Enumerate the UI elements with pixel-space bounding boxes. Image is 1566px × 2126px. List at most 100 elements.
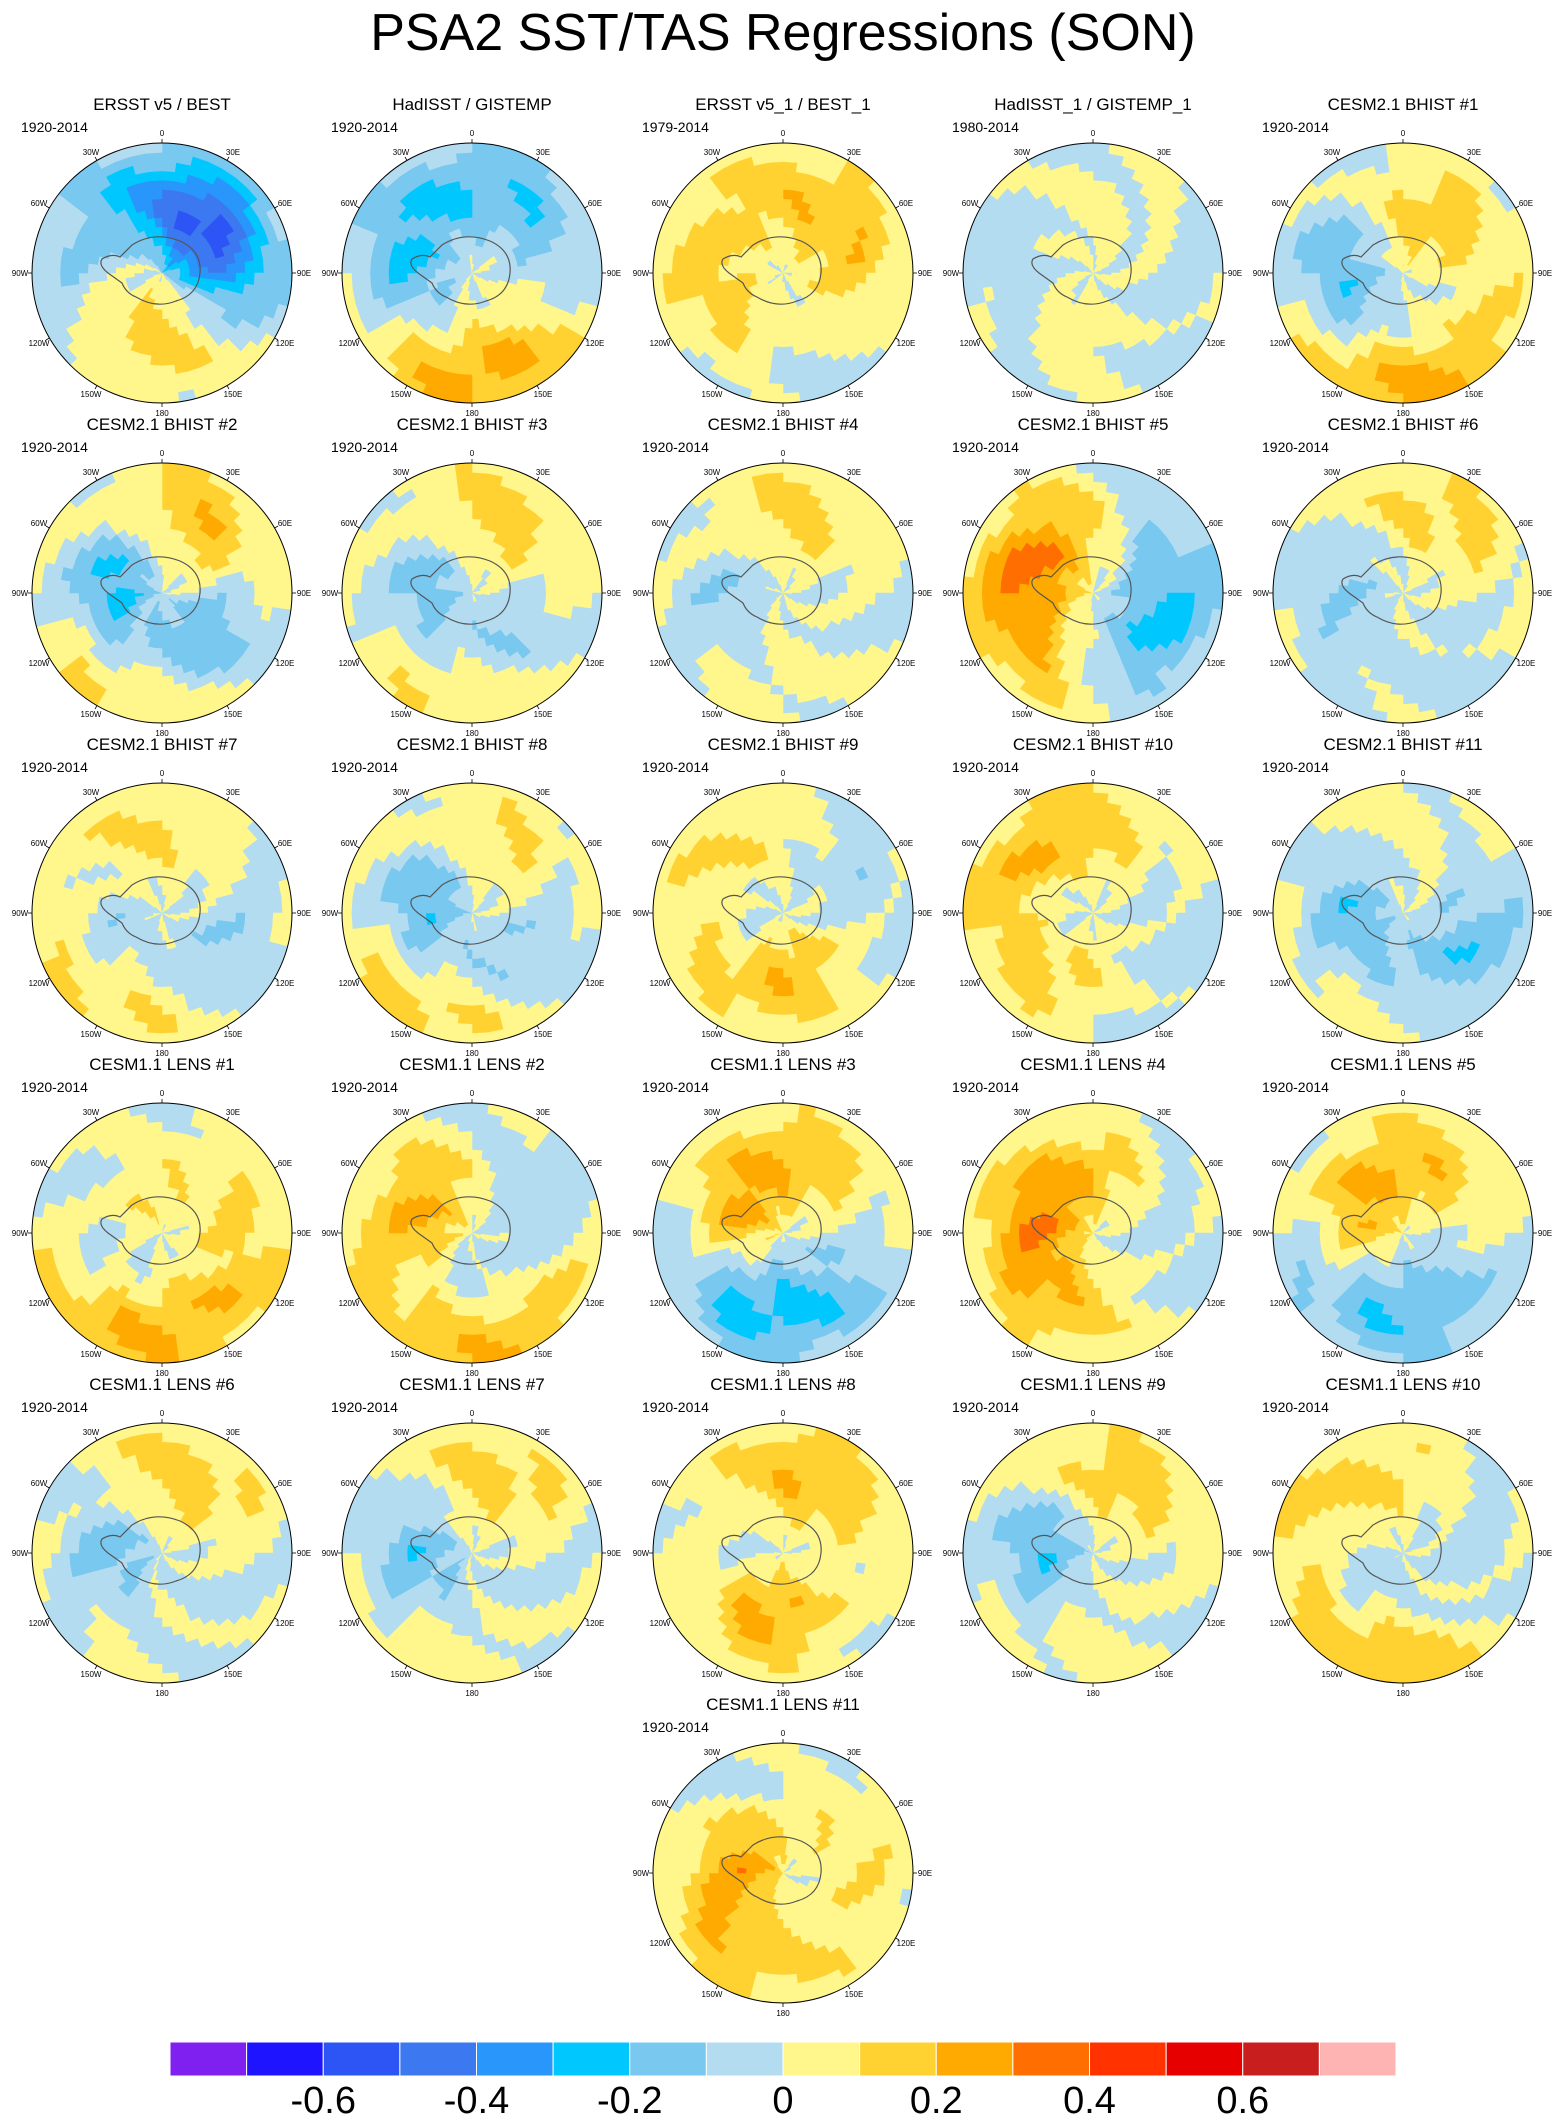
longitude-label: 60W (652, 1479, 669, 1488)
longitude-label: 150E (534, 1350, 553, 1359)
longitude-label: 120W (339, 1299, 360, 1308)
antarctica-outline (100, 236, 201, 305)
longitude-label: 120E (276, 339, 295, 348)
regression-field (963, 143, 1223, 403)
polar-map: 0 30E 60E 90E 120E 150E 180 150W 120W 90W 60W 30W (943, 1409, 1242, 1698)
longitude-label: 0 (781, 769, 786, 778)
longitude-label: 120E (1207, 1619, 1226, 1628)
longitude-label: 180 (465, 729, 479, 738)
longitude-label: 150W (391, 1030, 412, 1039)
longitude-label: 90E (1228, 269, 1242, 278)
panel-title: CESM2.1 BHIST #1 (1327, 95, 1479, 114)
longitude-label: 60E (1519, 1479, 1533, 1488)
longitude-label: 150W (81, 390, 102, 399)
longitude-label: 0 (1401, 769, 1406, 778)
longitude-label: 60W (31, 839, 48, 848)
panel-period: 1920-2014 (331, 759, 398, 775)
longitude-label: 90W (633, 1229, 650, 1238)
longitude-label: 30W (1324, 148, 1341, 157)
polar-map: 0 30E 60E 90E 120E 150E 180 150W 120W 90W 60W 30W (943, 1089, 1242, 1378)
regression-field (32, 143, 292, 403)
longitude-label: 150E (1465, 1350, 1484, 1359)
longitude-label: 120W (339, 339, 360, 348)
longitude-label: 90W (633, 269, 650, 278)
polar-map: 0 30E 60E 90E 120E 150E 180 150W 120W 90W 60W 30W (633, 449, 932, 738)
map-panel: ERSST v5 / BEST 1920-2014 0 30E 60E 90E 120E 15… (12, 95, 311, 420)
longitude-label: 120W (650, 1299, 671, 1308)
colorbar-tick-label: -0.2 (597, 2080, 663, 2122)
longitude-label: 90W (12, 909, 29, 918)
longitude-label: 120W (650, 1939, 671, 1948)
longitude-label: 30E (226, 148, 240, 157)
longitude-label: 120E (586, 339, 605, 348)
longitude-label: 60W (962, 1159, 979, 1168)
longitude-label: 90W (12, 1229, 29, 1238)
longitude-label: 0 (1401, 1089, 1406, 1098)
longitude-label: 90W (322, 269, 339, 278)
colorbar-swatch (1242, 2041, 1320, 2077)
longitude-label: 60W (341, 1159, 358, 1168)
longitude-label: 180 (465, 1689, 479, 1698)
longitude-label: 30W (83, 1108, 100, 1117)
longitude-label: 30W (1324, 788, 1341, 797)
longitude-label: 120E (897, 979, 916, 988)
panel-title: CESM1.1 LENS #3 (710, 1055, 856, 1074)
longitude-label: 120E (586, 1619, 605, 1628)
colorbar-swatch (322, 2041, 401, 2077)
longitude-label: 120W (339, 1619, 360, 1628)
longitude-label: 90W (1253, 1549, 1270, 1558)
antarctica-outline (410, 1516, 511, 1585)
longitude-label: 0 (781, 1089, 786, 1098)
longitude-label: 30E (847, 1428, 861, 1437)
longitude-label: 150E (845, 1990, 864, 1999)
longitude-label: 120W (1270, 1299, 1291, 1308)
longitude-label: 150E (534, 390, 553, 399)
longitude-label: 30E (1467, 148, 1481, 157)
longitude-label: 60E (588, 519, 602, 528)
longitude-label: 30E (226, 788, 240, 797)
longitude-label: 180 (1086, 1049, 1100, 1058)
longitude-label: 180 (1086, 729, 1100, 738)
longitude-label: 30W (83, 1428, 100, 1437)
polar-map: 0 30E 60E 90E 120E 150E 180 150W 120W 90W 60W 30W (322, 129, 621, 418)
longitude-label: 30E (536, 148, 550, 157)
regression-field (653, 1743, 913, 2003)
longitude-label: 150W (81, 1670, 102, 1679)
longitude-label: 30W (393, 148, 410, 157)
panel-title: CESM1.1 LENS #7 (399, 1375, 545, 1394)
longitude-label: 90E (1538, 269, 1552, 278)
antarctica-outline (1031, 1196, 1132, 1265)
longitude-label: 90E (607, 589, 621, 598)
regression-field (342, 1423, 602, 1683)
panel-title: CESM1.1 LENS #1 (89, 1055, 235, 1074)
longitude-label: 90E (297, 909, 311, 918)
longitude-label: 60E (278, 519, 292, 528)
longitude-label: 90E (918, 269, 932, 278)
longitude-label: 30W (393, 1108, 410, 1117)
longitude-label: 150W (1322, 390, 1343, 399)
panel-period: 1920-2014 (952, 759, 1019, 775)
panel-title: CESM1.1 LENS #6 (89, 1375, 235, 1394)
longitude-label: 90W (943, 589, 960, 598)
longitude-label: 90W (322, 589, 339, 598)
longitude-label: 30E (226, 1428, 240, 1437)
map-panel: CESM2.1 BHIST #7 1920-2014 0 30E 60E 90E 120E 1… (12, 735, 311, 1060)
longitude-label: 60E (1519, 1159, 1533, 1168)
longitude-label: 120W (960, 1619, 981, 1628)
panel-period: 1920-2014 (952, 439, 1019, 455)
longitude-label: 90W (322, 1549, 339, 1558)
colorbar-swatch (705, 2041, 784, 2077)
colorbar-swatch (935, 2041, 1014, 2077)
panel-title: CESM2.1 BHIST #6 (1327, 415, 1479, 434)
antarctica-outline (1341, 1196, 1442, 1265)
antarctica-outline (721, 556, 822, 625)
regression-field (1273, 1423, 1533, 1683)
polar-map: 0 30E 60E 90E 120E 150E 180 150W 120W 90W 60W 30W (322, 449, 621, 738)
longitude-label: 60W (962, 519, 979, 528)
colorbar-swatch (169, 2041, 248, 2077)
longitude-label: 30E (226, 1108, 240, 1117)
longitude-label: 60E (1209, 1159, 1223, 1168)
longitude-label: 150W (81, 1030, 102, 1039)
longitude-label: 150W (391, 1350, 412, 1359)
longitude-label: 120E (586, 979, 605, 988)
